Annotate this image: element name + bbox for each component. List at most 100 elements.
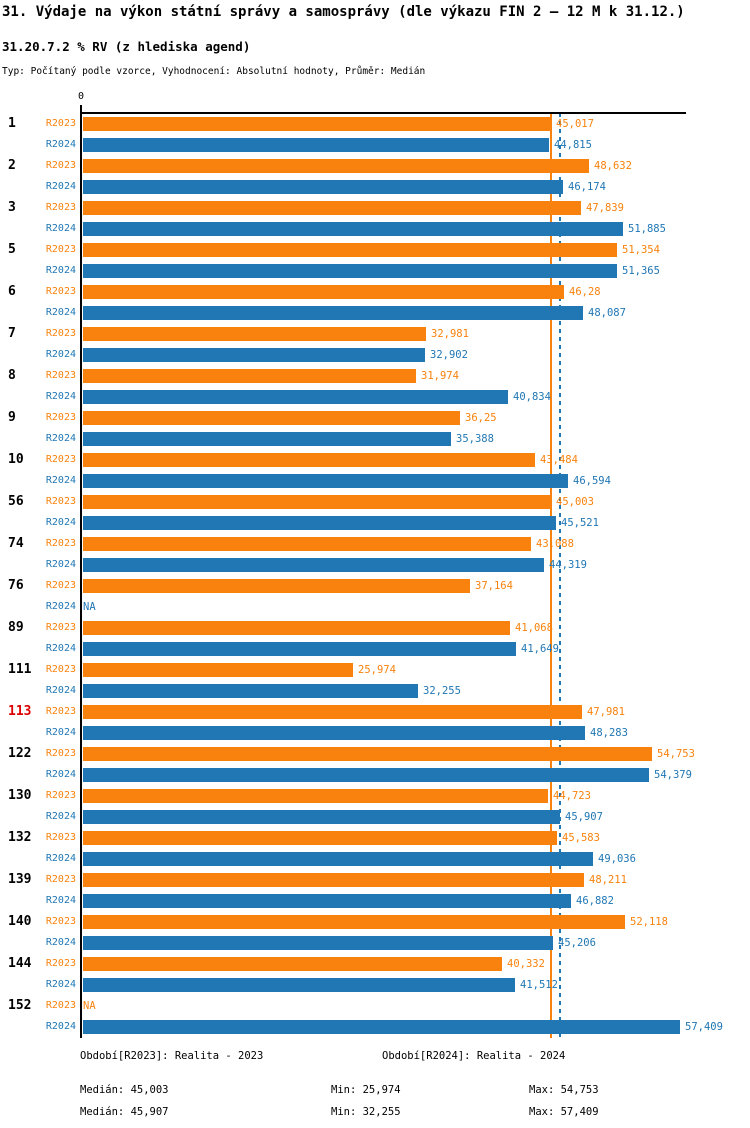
series-label-r2024: R2024 bbox=[45, 979, 76, 990]
bar-r2024 bbox=[83, 222, 623, 236]
bar-r2023 bbox=[83, 705, 582, 719]
bar-r2024 bbox=[83, 180, 563, 194]
category-label-132: 132 bbox=[8, 830, 32, 845]
bar-row-111-r2024: R2024 32,255 bbox=[0, 684, 461, 698]
value-label: 46,882 bbox=[576, 895, 614, 907]
value-label: 32,255 bbox=[423, 685, 461, 697]
category-label-130: 130 bbox=[8, 788, 32, 803]
category-label-74: 74 bbox=[8, 536, 24, 551]
bar-row-74-r2024: R2024 44,319 bbox=[0, 558, 587, 572]
series-label-r2023: R2023 bbox=[45, 412, 76, 423]
bar-r2023 bbox=[83, 243, 617, 257]
bar-r2023 bbox=[83, 831, 557, 845]
bar-r2023 bbox=[83, 159, 589, 173]
bar-row-89-r2024: R2024 41,649 bbox=[0, 642, 559, 656]
bar-row-9-r2024: R2024 35,388 bbox=[0, 432, 494, 446]
bar-r2023 bbox=[83, 117, 551, 131]
value-label: 48,211 bbox=[589, 874, 627, 886]
stat-min-r2024: Min: 32,255 bbox=[331, 1106, 401, 1118]
bar-r2023 bbox=[83, 789, 548, 803]
median-line-r2024 bbox=[559, 113, 561, 1038]
bar-r2024 bbox=[83, 474, 568, 488]
bar-row-139-r2024: R2024 46,882 bbox=[0, 894, 614, 908]
category-label-152: 152 bbox=[8, 998, 32, 1013]
value-label: 54,753 bbox=[657, 748, 695, 760]
bar-r2024 bbox=[83, 852, 593, 866]
category-label-56: 56 bbox=[8, 494, 24, 509]
series-label-r2024: R2024 bbox=[45, 685, 76, 696]
bar-r2024 bbox=[83, 726, 585, 740]
value-label: 52,118 bbox=[630, 916, 668, 928]
value-label: 43,484 bbox=[540, 454, 578, 466]
value-label: 49,036 bbox=[598, 853, 636, 865]
category-label-1: 1 bbox=[8, 116, 16, 131]
bar-row-9-r2023: R2023 36,25 bbox=[0, 411, 497, 425]
value-label: 45,017 bbox=[556, 118, 594, 130]
bar-row-10-r2024: R2024 46,594 bbox=[0, 474, 611, 488]
bar-r2023 bbox=[83, 201, 581, 215]
bar-row-10-r2023: R2023 43,484 bbox=[0, 453, 578, 467]
bar-r2023 bbox=[83, 873, 584, 887]
bar-row-5-r2024: R2024 51,365 bbox=[0, 264, 660, 278]
bar-row-8-r2024: R2024 40,834 bbox=[0, 390, 551, 404]
value-label: 41,068 bbox=[515, 622, 553, 634]
series-label-r2024: R2024 bbox=[45, 895, 76, 906]
bar-row-6-r2024: R2024 48,087 bbox=[0, 306, 626, 320]
bar-r2024 bbox=[83, 1020, 680, 1034]
bar-row-7-r2024: R2024 32,902 bbox=[0, 348, 468, 362]
series-label-r2023: R2023 bbox=[45, 160, 76, 171]
value-label: 37,164 bbox=[475, 580, 513, 592]
series-label-r2024: R2024 bbox=[45, 349, 76, 360]
series-label-r2023: R2023 bbox=[45, 580, 76, 591]
series-label-r2024: R2024 bbox=[45, 139, 76, 150]
value-label: 54,379 bbox=[654, 769, 692, 781]
value-label: 31,974 bbox=[421, 370, 459, 382]
value-label: 57,409 bbox=[685, 1021, 723, 1033]
y-axis-line bbox=[80, 105, 82, 1038]
value-label: 47,839 bbox=[586, 202, 624, 214]
bar-r2023 bbox=[83, 915, 625, 929]
series-label-r2023: R2023 bbox=[45, 664, 76, 675]
series-label-r2023: R2023 bbox=[45, 328, 76, 339]
bar-row-111-r2023: R2023 25,974 bbox=[0, 663, 396, 677]
bar-row-132-r2024: R2024 49,036 bbox=[0, 852, 636, 866]
series-label-r2023: R2023 bbox=[45, 916, 76, 927]
category-label-139: 139 bbox=[8, 872, 32, 887]
value-label: 51,354 bbox=[622, 244, 660, 256]
bar-row-3-r2023: R2023 47,839 bbox=[0, 201, 624, 215]
stat-max-r2023: Max: 54,753 bbox=[529, 1084, 599, 1096]
bar-row-6-r2023: R2023 46,28 bbox=[0, 285, 601, 299]
value-label: 45,206 bbox=[558, 937, 596, 949]
bar-r2024 bbox=[83, 348, 425, 362]
bar-r2024 bbox=[83, 768, 649, 782]
bar-row-76-r2023: R2023 37,164 bbox=[0, 579, 513, 593]
category-label-113: 113 bbox=[8, 704, 32, 719]
value-label: 41,649 bbox=[521, 643, 559, 655]
bar-row-152-r2023: R2023 NA bbox=[0, 999, 96, 1013]
bar-r2024 bbox=[83, 684, 418, 698]
series-label-r2024: R2024 bbox=[45, 937, 76, 948]
bar-r2023 bbox=[83, 663, 353, 677]
series-label-r2024: R2024 bbox=[45, 811, 76, 822]
bar-row-74-r2023: R2023 43,088 bbox=[0, 537, 574, 551]
category-label-76: 76 bbox=[8, 578, 24, 593]
series-label-r2023: R2023 bbox=[45, 118, 76, 129]
value-label: 47,981 bbox=[587, 706, 625, 718]
series-label-r2024: R2024 bbox=[45, 853, 76, 864]
series-label-r2024: R2024 bbox=[45, 391, 76, 402]
category-label-3: 3 bbox=[8, 200, 16, 215]
bar-row-140-r2024: R2024 45,206 bbox=[0, 936, 596, 950]
series-label-r2024: R2024 bbox=[45, 181, 76, 192]
value-label: 48,632 bbox=[594, 160, 632, 172]
series-label-r2023: R2023 bbox=[45, 454, 76, 465]
bar-r2024 bbox=[83, 432, 451, 446]
bar-r2024 bbox=[83, 810, 560, 824]
category-label-9: 9 bbox=[8, 410, 16, 425]
value-label: 44,723 bbox=[553, 790, 591, 802]
bar-r2023 bbox=[83, 369, 416, 383]
bar-r2024 bbox=[83, 264, 617, 278]
value-label: 51,365 bbox=[622, 265, 660, 277]
bar-r2023 bbox=[83, 495, 551, 509]
bar-r2023 bbox=[83, 537, 531, 551]
value-label: 40,834 bbox=[513, 391, 551, 403]
